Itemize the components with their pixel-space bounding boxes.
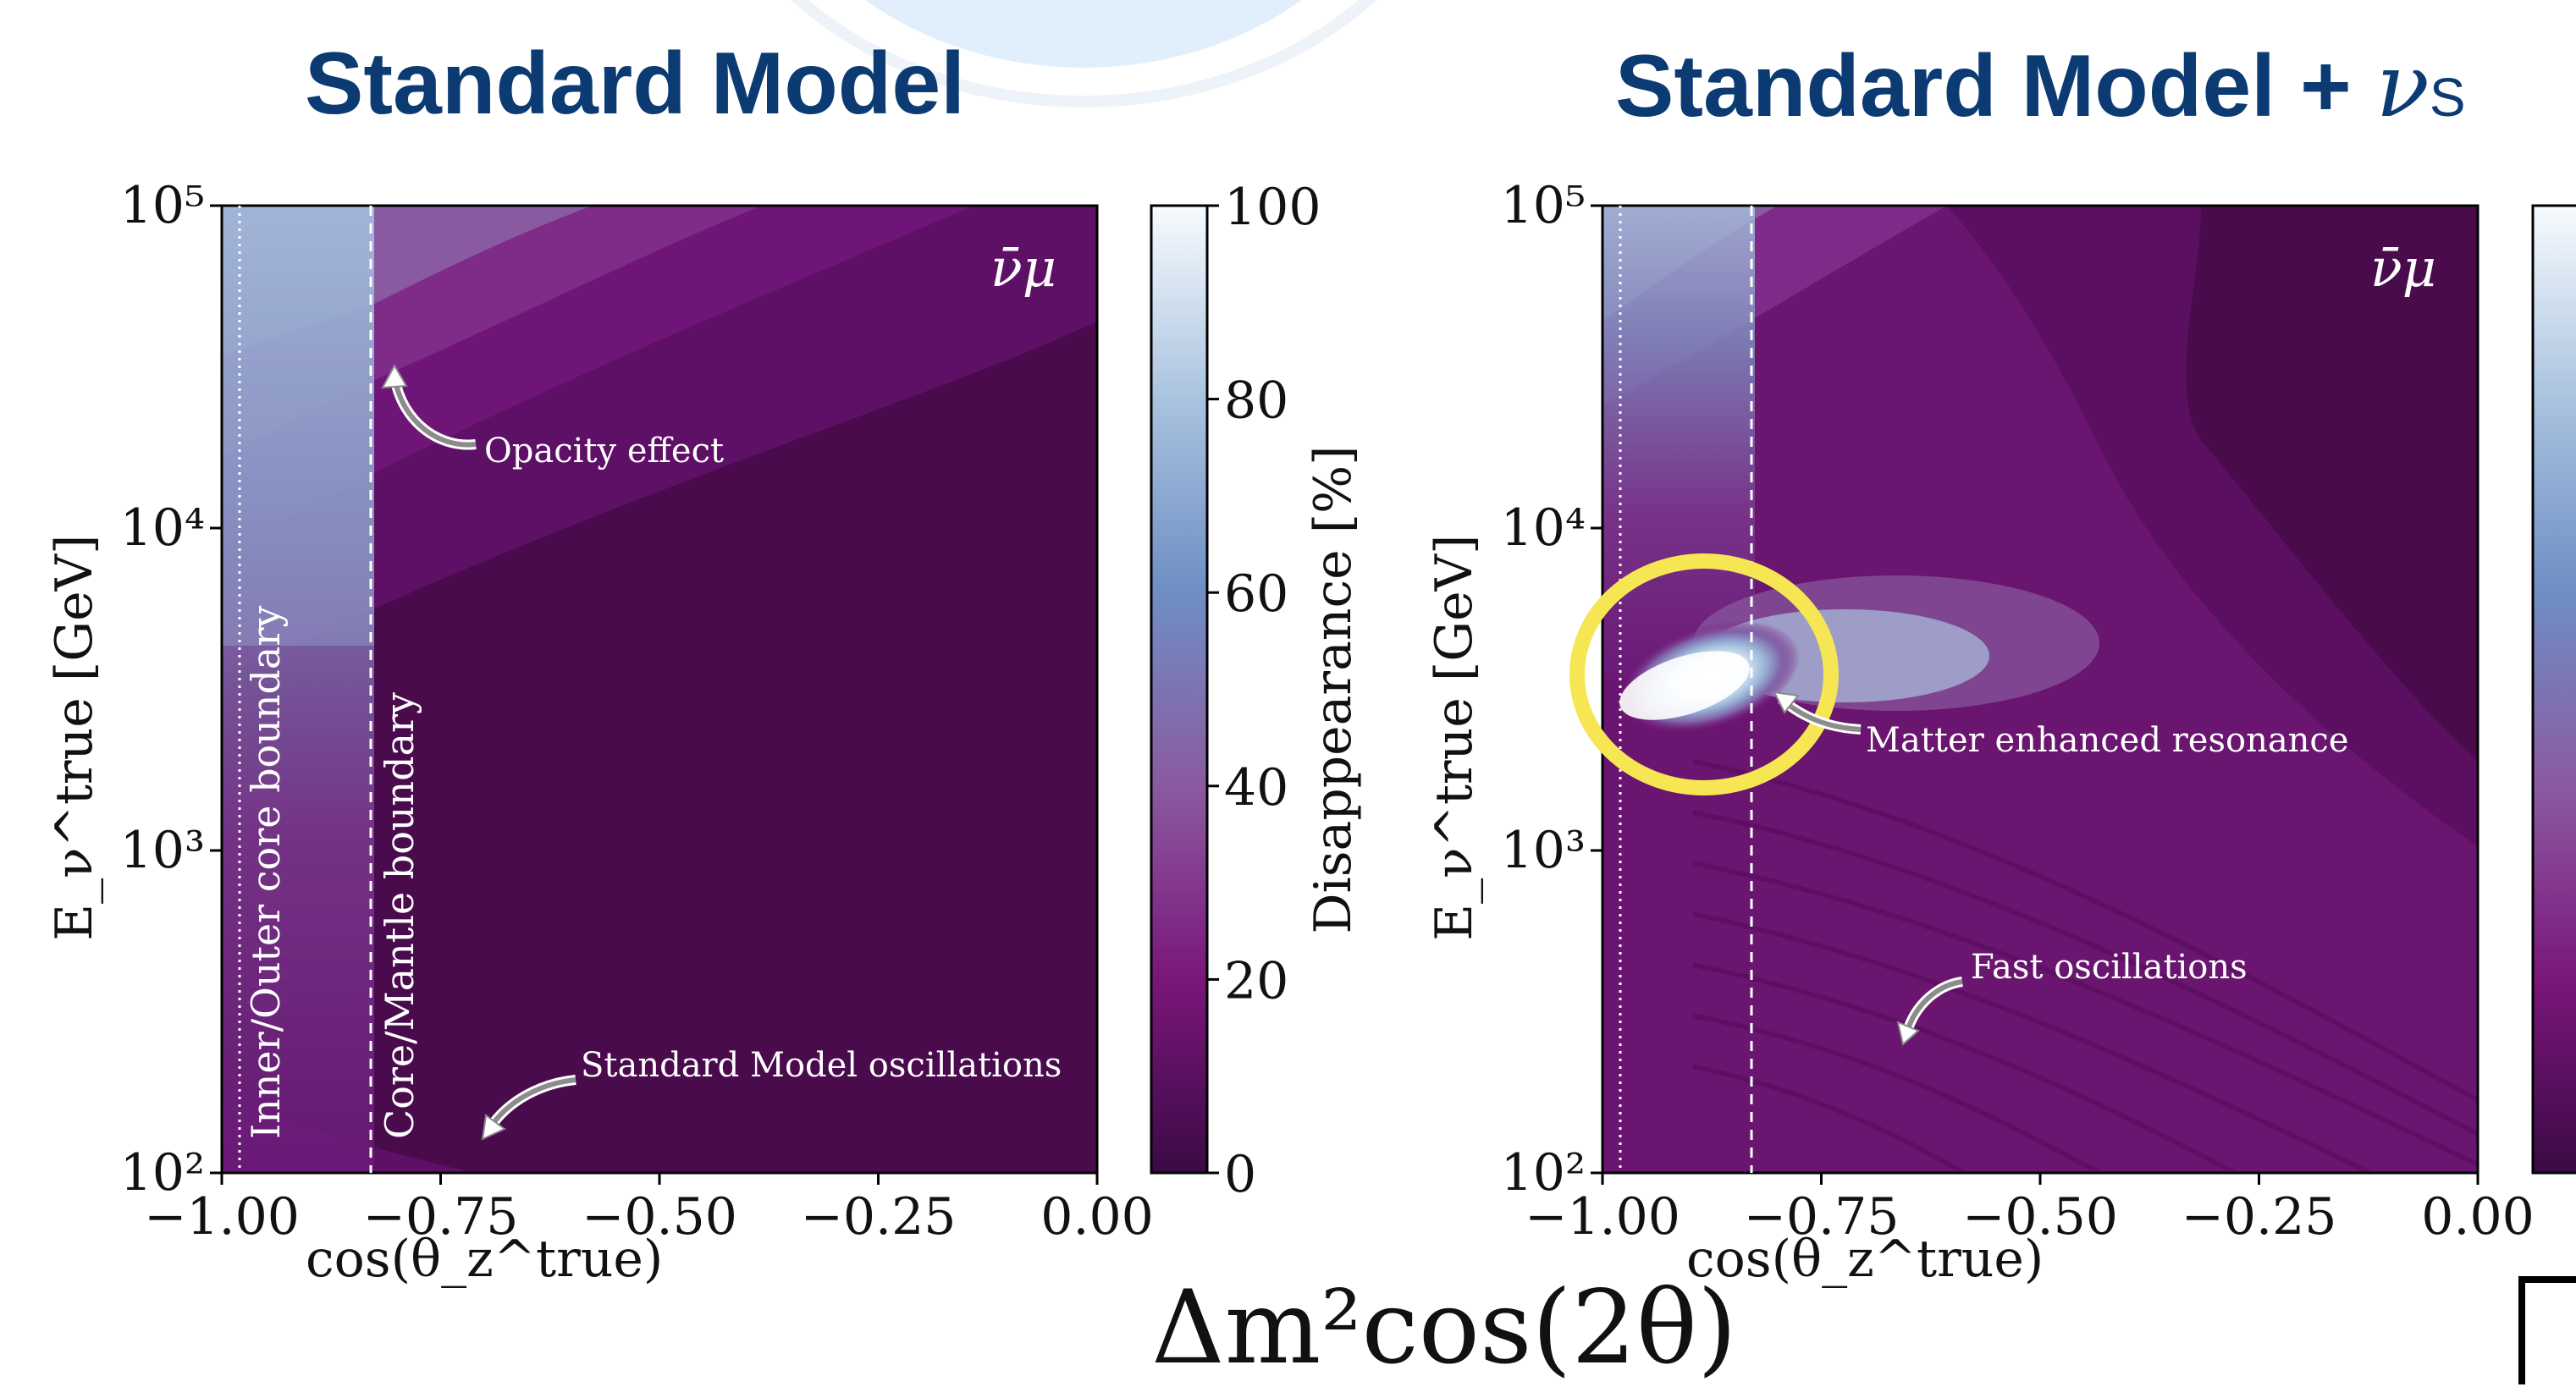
- left-heatmap-panel: Inner/Outer core boundary Core/Mantle bo…: [45, 176, 1154, 1289]
- formula-fragment: Δm²cos(2θ): [1151, 1269, 1737, 1387]
- right-x-tick-label: 0.00: [2421, 1187, 2535, 1247]
- right-x-tick-label: −1.00: [1525, 1187, 1680, 1247]
- fast-oscillation-bands: [1692, 759, 2478, 1173]
- right-axes: −1.00 −0.75 −0.50 −0.25 0.00 10² 10³ 10⁴ 10⁵ cos(…: [1425, 176, 2535, 1289]
- right-flavor-label: ν̄μ: [2370, 237, 2436, 299]
- colorbar-tick-label: 40: [1224, 758, 1288, 817]
- left-flavor-label: ν̄μ: [990, 237, 1056, 299]
- left-panel-title: Standard Model: [305, 35, 966, 133]
- left-y-tick-label: 10³: [120, 821, 205, 880]
- right-x-tick-label: −0.25: [2182, 1187, 2337, 1247]
- sterile-nu-symbol: ν: [2375, 34, 2430, 137]
- fast-osc-annotation: Fast oscillations: [1971, 948, 2248, 987]
- left-x-axis-label: cos(θ_z^true): [306, 1230, 663, 1289]
- right-title-text: Standard Model +: [1615, 37, 2376, 135]
- right-heatmap-panel: ν̄μ Matter enhanced resonance Fast oscil…: [1425, 176, 2535, 1289]
- heatmap-figure: Inner/Outer core boundary Core/Mantle bo…: [45, 176, 2576, 1289]
- opacity-annotation: Opacity effect: [484, 432, 724, 471]
- left-y-tick-label: 10²: [120, 1143, 205, 1203]
- right-colorbar-fragment: [2531, 204, 2576, 1175]
- right-y-tick-label: 10⁵: [1501, 176, 1586, 235]
- colorbar-tick-label: 20: [1224, 951, 1288, 1010]
- corner-box: [2518, 1276, 2576, 1384]
- left-x-tick-label: 0.00: [1040, 1187, 1154, 1247]
- colorbar-label: Disappearance [%]: [1304, 445, 1363, 933]
- right-x-tick-label: −0.75: [1744, 1187, 1900, 1247]
- left-y-axis-label: E_ν^true [GeV]: [45, 535, 104, 941]
- right-heatmap-field: [1602, 206, 2478, 1173]
- left-y-tick-label: 10⁵: [120, 176, 205, 235]
- right-y-tick-label: 10²: [1501, 1143, 1586, 1203]
- right-y-tick-label: 10⁴: [1501, 498, 1586, 558]
- right-panel-title: Standard Model + νS: [1615, 34, 2466, 137]
- resonance-annotation: Matter enhanced resonance: [1866, 721, 2349, 760]
- right-x-axis-label: cos(θ_z^true): [1686, 1230, 2044, 1289]
- left-core-mantle-label: Core/Mantle boundary: [377, 692, 422, 1139]
- left-heatmap-field: [222, 206, 1097, 1173]
- left-axes: −1.00 −0.75 −0.50 −0.25 0.00 10² 10³ 10⁴ 10⁵ cos(…: [45, 176, 1154, 1289]
- left-inner-core-label: Inner/Outer core boundary: [243, 606, 289, 1139]
- colorbar-strip: [1150, 204, 1209, 1175]
- right-x-tick-label: −0.50: [1962, 1187, 2118, 1247]
- left-x-tick-label: −0.25: [801, 1187, 957, 1247]
- colorbar-tick-label: 80: [1224, 372, 1288, 431]
- right-y-tick-label: 10³: [1501, 821, 1586, 880]
- left-y-tick-label: 10⁴: [120, 498, 205, 558]
- resonance-highlight-ring: [1569, 553, 1839, 795]
- colorbar: 0 20 40 60 80 100 Disappearance [%]: [1150, 178, 1363, 1204]
- background-arc: [791, 0, 1376, 107]
- left-x-tick-label: −0.50: [582, 1187, 737, 1247]
- right-y-axis-label: E_ν^true [GeV]: [1425, 535, 1484, 941]
- left-x-tick-label: −1.00: [144, 1187, 300, 1247]
- sterile-subscript: S: [2429, 67, 2466, 128]
- sm-osc-annotation: Standard Model oscillations: [581, 1046, 1062, 1085]
- colorbar-tick-label: 0: [1224, 1145, 1256, 1204]
- colorbar-tick-label: 60: [1224, 564, 1288, 624]
- colorbar-tick-label: 100: [1224, 178, 1321, 237]
- left-x-tick-label: −0.75: [363, 1187, 519, 1247]
- colorbar-ticks: 0 20 40 60 80 100: [1207, 178, 1321, 1204]
